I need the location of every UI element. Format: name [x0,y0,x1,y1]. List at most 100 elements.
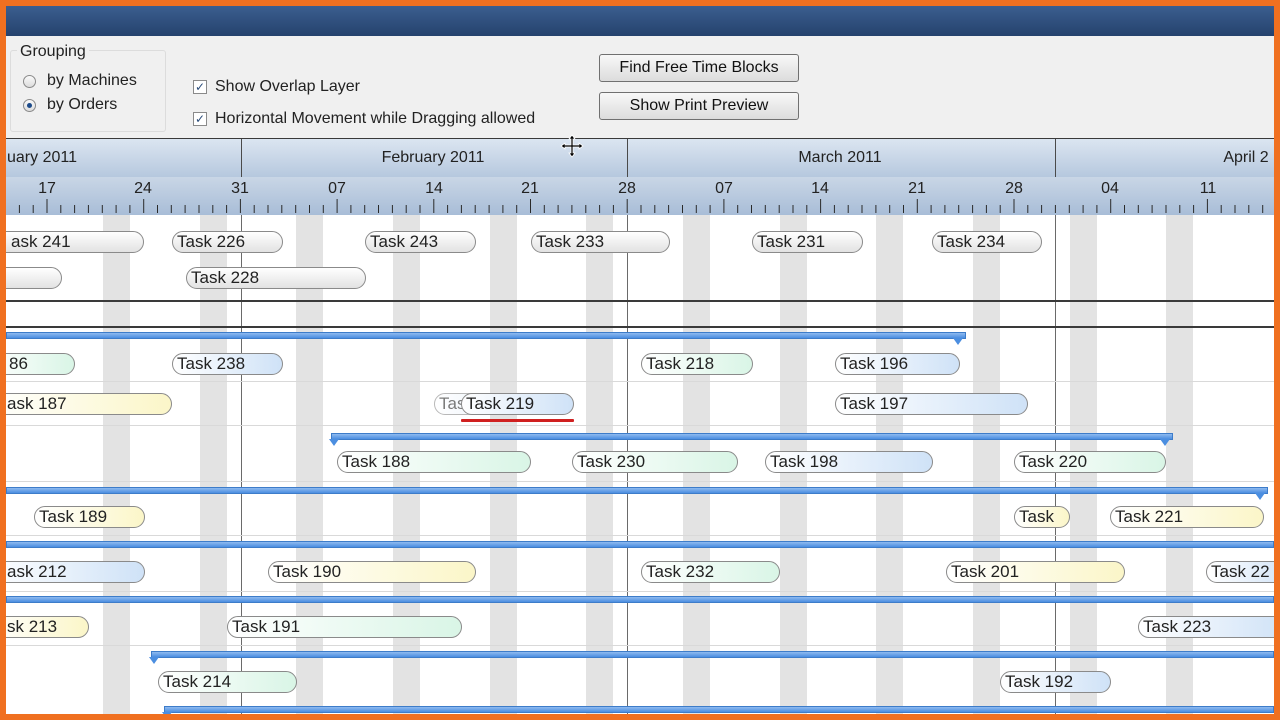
day-label: 28 [618,180,636,197]
order-summary-bar[interactable] [329,433,1173,446]
row-line [6,481,1274,482]
month-label: March 2011 [798,149,882,166]
day-ticks [18,199,1264,213]
task-bar[interactable]: Task 190 [268,561,476,583]
radio-by-orders[interactable]: by Orders [23,94,117,116]
row-line [6,645,1274,646]
task-bar[interactable]: Task 201 [946,561,1125,583]
order-summary-bar[interactable] [6,596,1274,603]
task-bar[interactable]: ask 187 [6,393,172,415]
row-line [6,381,1274,382]
section-divider [6,326,1274,328]
task-bar[interactable]: Task 218 [641,353,753,375]
day-label: 11 [1199,180,1217,197]
weekend-stripe [296,215,323,714]
task-bar[interactable]: Task 223 [1138,616,1274,638]
task-bar[interactable]: Task 196 [835,353,960,375]
task-bar[interactable]: Task 192 [1000,671,1111,693]
task-bar[interactable]: Task 189 [34,506,145,528]
month-header: uary 2011 February 2011 March 2011 April… [6,138,1274,178]
gantt-chart[interactable]: ask 241 Task 226 Task 243 Task 233 Task … [6,215,1274,714]
weekend-stripe [1166,215,1193,714]
order-summary-bar[interactable] [6,487,1268,500]
task-bar[interactable]: Task 214 [158,671,297,693]
task-bar[interactable]: Task 197 [835,393,1028,415]
task-bar[interactable]: 86 [6,353,75,375]
task-bar[interactable]: Task 243 [365,231,476,253]
task-bar-dragging[interactable]: Task 219 [461,393,574,415]
day-label: 21 [521,180,539,197]
order-summary-bar[interactable] [6,332,966,345]
move-cursor-icon [560,134,584,158]
summary-end-marker-icon [1160,439,1170,446]
task-bar[interactable]: Task 233 [531,231,670,253]
task-bar[interactable]: ask 241 [6,231,144,253]
task-bar[interactable]: Task 220 [1014,451,1166,473]
task-bar[interactable]: ask 212 [6,561,145,583]
month-label: uary 2011 [7,149,77,166]
task-bar[interactable]: Task 221 [1110,506,1264,528]
horizontal-movement-checkbox[interactable]: ✓ [193,112,207,126]
summary-end-marker-icon [953,338,963,345]
day-label: 07 [715,180,733,197]
day-label: 14 [425,180,443,197]
day-label: 04 [1101,180,1119,197]
drag-indicator-underline [461,419,574,422]
task-bar[interactable]: Task 226 [172,231,283,253]
task-bar[interactable]: Task 188 [337,451,531,473]
task-bar[interactable]: Task 232 [641,561,780,583]
day-label: 17 [38,180,56,197]
weekend-stripe [103,215,130,714]
row-line [6,535,1274,536]
radio-button-selected-icon[interactable] [23,98,36,112]
task-bar[interactable]: Task 228 [186,267,366,289]
task-bar[interactable]: Task 230 [572,451,738,473]
radio-by-machines[interactable]: by Machines [23,70,137,92]
show-overlap-checkbox[interactable]: ✓ [193,80,207,94]
weekend-stripe [973,215,1000,714]
task-bar[interactable]: sk 213 [6,616,89,638]
task-bar[interactable]: Task 191 [227,616,462,638]
horizontal-movement-checkbox-row[interactable]: ✓ Horizontal Movement while Dragging all… [193,108,535,130]
month-label: April 2 [1223,149,1269,166]
day-label: 14 [811,180,829,197]
task-bar[interactable]: Task 234 [932,231,1042,253]
task-bar[interactable]: Task [1014,506,1070,528]
toolbar: Grouping by Machines by Orders ✓ Show Ov… [6,36,1274,138]
app-window: Grouping by Machines by Orders ✓ Show Ov… [6,6,1274,714]
task-bar[interactable]: Task 198 [765,451,933,473]
summary-start-marker-icon [162,712,172,714]
order-summary-bar[interactable] [149,651,1274,664]
summary-start-marker-icon [149,657,159,664]
month-separator [241,139,242,177]
day-label: 07 [328,180,346,197]
section-divider [6,300,1274,302]
grouping-groupbox: Grouping by Machines by Orders [10,43,166,132]
month-label: February 2011 [381,149,485,166]
task-bar[interactable]: Task 238 [172,353,283,375]
day-header: 17 24 31 07 14 21 28 07 14 21 28 04 11 [6,177,1274,215]
find-free-time-blocks-button[interactable]: Find Free Time Blocks [599,54,799,82]
checkbox-label: Horizontal Movement while Dragging allow… [215,110,536,127]
day-label: 28 [1005,180,1023,197]
grouping-legend: Grouping [17,43,89,61]
task-bar[interactable]: Task 22 [1206,561,1274,583]
task-bar[interactable] [6,267,62,289]
month-line [241,215,242,714]
row-line [6,591,1274,592]
show-print-preview-button[interactable]: Show Print Preview [599,92,799,120]
show-overlap-checkbox-row[interactable]: ✓ Show Overlap Layer [193,76,360,98]
weekend-stripe [200,215,227,714]
day-label: 24 [134,180,152,197]
day-label: 31 [231,180,249,197]
order-summary-bar[interactable] [6,541,1274,548]
checkbox-label: Show Overlap Layer [215,78,360,95]
row-line [6,425,1274,426]
summary-end-marker-icon [1255,493,1265,500]
radio-label: by Orders [47,96,118,113]
radio-button-icon[interactable] [23,74,36,88]
task-bar[interactable]: Task 231 [752,231,863,253]
radio-label: by Machines [47,72,137,89]
order-summary-bar[interactable] [162,706,1274,714]
month-separator [627,139,628,177]
